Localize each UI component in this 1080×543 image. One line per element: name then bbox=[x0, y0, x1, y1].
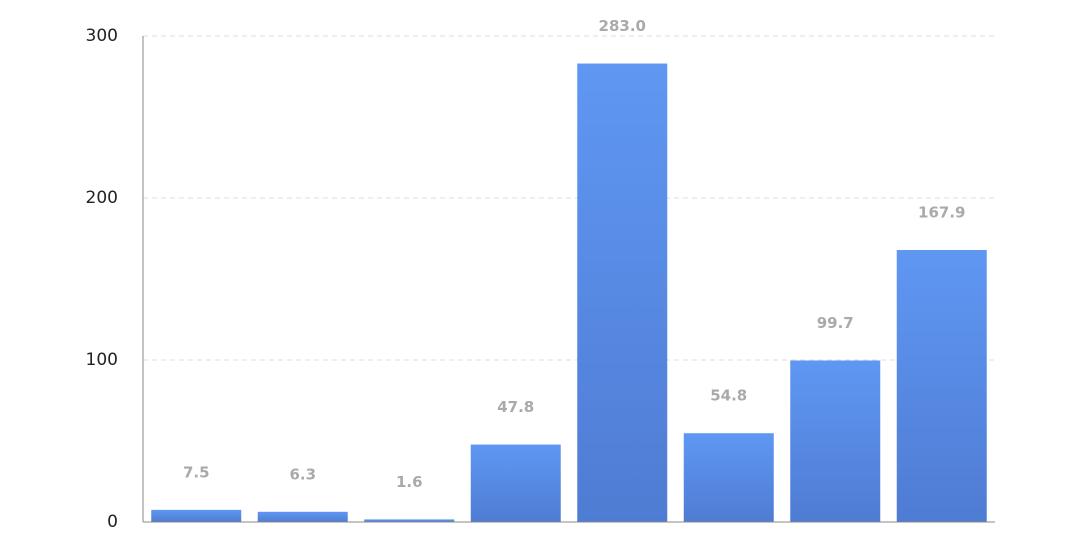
value-label: 167.9 bbox=[918, 204, 965, 222]
value-label: 7.5 bbox=[183, 463, 210, 481]
bar bbox=[577, 63, 668, 522]
bar bbox=[790, 360, 881, 522]
bar bbox=[151, 509, 242, 522]
y-tick-label: 100 bbox=[86, 350, 118, 370]
value-label: 6.3 bbox=[289, 465, 316, 483]
value-label: 1.6 bbox=[396, 473, 423, 491]
bar bbox=[470, 444, 561, 522]
y-tick-label: 200 bbox=[86, 188, 118, 208]
y-tick-label: 300 bbox=[86, 26, 118, 46]
y-tick-label: 0 bbox=[107, 512, 118, 532]
bar bbox=[364, 519, 455, 522]
value-label: 99.7 bbox=[817, 314, 854, 332]
value-label: 283.0 bbox=[599, 17, 646, 35]
bar bbox=[896, 250, 987, 522]
value-label: 54.8 bbox=[710, 387, 747, 405]
value-label: 47.8 bbox=[497, 398, 534, 416]
bar bbox=[257, 511, 348, 522]
bar bbox=[683, 433, 774, 522]
